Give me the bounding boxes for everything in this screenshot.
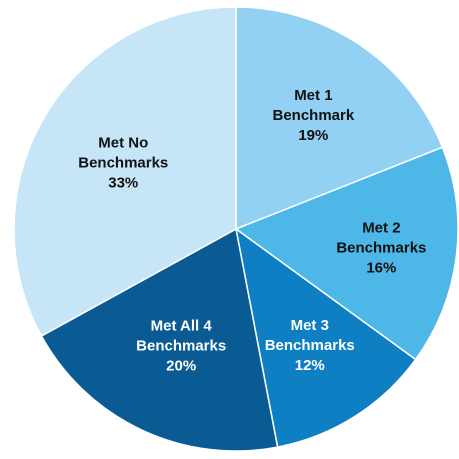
slice-label-2: Met 2 Benchmarks 16%: [336, 219, 426, 276]
pie-slice-5: [13, 6, 237, 337]
slice-category-label: Met No: [98, 134, 148, 151]
slice-category-label: Benchmarks: [336, 239, 426, 256]
slices-layer: [13, 6, 459, 452]
slice-value-label: 33%: [108, 174, 138, 191]
slice-category-label: Met 3: [291, 317, 329, 334]
pie-slice-2: [234, 146, 459, 361]
pie-slice-1: [235, 6, 444, 231]
slice-label-1: Met 1 Benchmark 19%: [273, 87, 355, 144]
slice-value-label: 16%: [366, 259, 396, 276]
slice-value-label: 20%: [166, 358, 196, 375]
slice-value-label: 12%: [295, 357, 325, 374]
slice-label-5: Met No Benchmarks 33%: [78, 134, 168, 191]
slice-category-label: Benchmarks: [265, 337, 355, 354]
slice-category-label: Benchmark: [273, 107, 355, 124]
slice-category-label: Benchmarks: [78, 154, 168, 171]
pie-slice-4: [40, 227, 279, 452]
slice-category-label: Met 2: [362, 219, 400, 236]
labels-layer: Met 1 Benchmark 19% Met 2 Benchmarks 16% Met 3…: [78, 87, 426, 374]
slice-label-3: Met 3 Benchmarks 12%: [265, 317, 355, 374]
slice-category-label: Benchmarks: [136, 338, 226, 355]
slice-value-label: 19%: [298, 127, 328, 144]
slice-category-label: Met 1: [294, 87, 332, 104]
slice-label-4: Met All 4 Benchmarks 20%: [136, 318, 226, 375]
slice-category-label: Met All 4: [151, 318, 213, 335]
pie-slice-3: [234, 227, 417, 448]
